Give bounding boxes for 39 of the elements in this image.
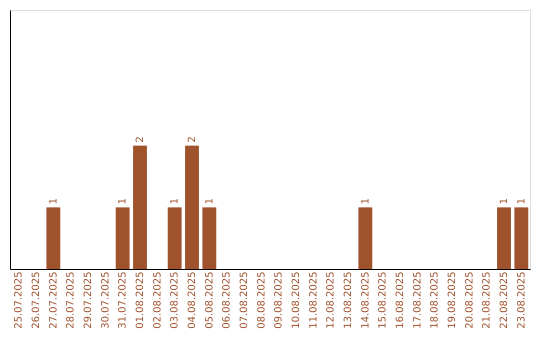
data-label: 1 xyxy=(118,198,129,204)
data-label: 1 xyxy=(516,198,528,204)
x-tick-label: 25.07.2025 xyxy=(14,272,25,329)
data-label: 2 xyxy=(135,136,146,143)
x-tick-label: 10.08.2025 xyxy=(291,272,302,329)
x-tick-label: 22.08.2025 xyxy=(499,272,510,329)
x-tick-label: 16.08.2025 xyxy=(395,272,406,329)
x-tick-label: 23.08.2025 xyxy=(516,272,528,329)
x-tick-label: 31.07.2025 xyxy=(118,272,129,329)
x-tick-label: 04.08.2025 xyxy=(187,272,198,329)
x-tick-label: 07.08.2025 xyxy=(239,272,250,329)
data-label: 1 xyxy=(204,198,216,204)
data-label: 2 xyxy=(187,136,198,143)
x-tick-label: 05.08.2025 xyxy=(204,272,216,329)
x-tick-label: 30.07.2025 xyxy=(100,272,112,329)
data-label: 1 xyxy=(48,198,60,204)
x-tick-label: 27.07.2025 xyxy=(48,272,60,329)
x-tick-label: 03.08.2025 xyxy=(170,272,181,329)
x-tick-label: 29.07.2025 xyxy=(83,272,94,329)
x-tick-label: 01.08.2025 xyxy=(135,272,146,329)
x-tick-label: 13.08.2025 xyxy=(343,272,354,329)
x-tick-label: 11.08.2025 xyxy=(308,272,320,329)
x-tick-label: 02.08.2025 xyxy=(152,272,164,329)
x-tick-label: 09.08.2025 xyxy=(274,272,285,329)
x-tick-label: 06.08.2025 xyxy=(222,272,233,329)
x-tick-label: 08.08.2025 xyxy=(256,272,268,329)
data-label: 1 xyxy=(360,198,372,204)
data-label: 1 xyxy=(499,198,510,204)
data-label: 1 xyxy=(170,198,181,204)
x-tick-label: 20.08.2025 xyxy=(464,272,476,329)
x-tick-label: 26.07.2025 xyxy=(31,272,42,329)
x-tick-label: 14.08.2025 xyxy=(360,272,372,329)
x-tick-label: 12.08.2025 xyxy=(326,272,337,329)
x-tick-label: 28.07.2025 xyxy=(66,272,77,329)
x-tick-label: 19.08.2025 xyxy=(447,272,458,329)
x-tick-label: 21.08.2025 xyxy=(482,272,493,329)
x-tick-label: 17.08.2025 xyxy=(412,272,424,329)
x-tick-label: 18.08.2025 xyxy=(430,272,441,329)
x-tick-label: 15.08.2025 xyxy=(378,272,389,329)
